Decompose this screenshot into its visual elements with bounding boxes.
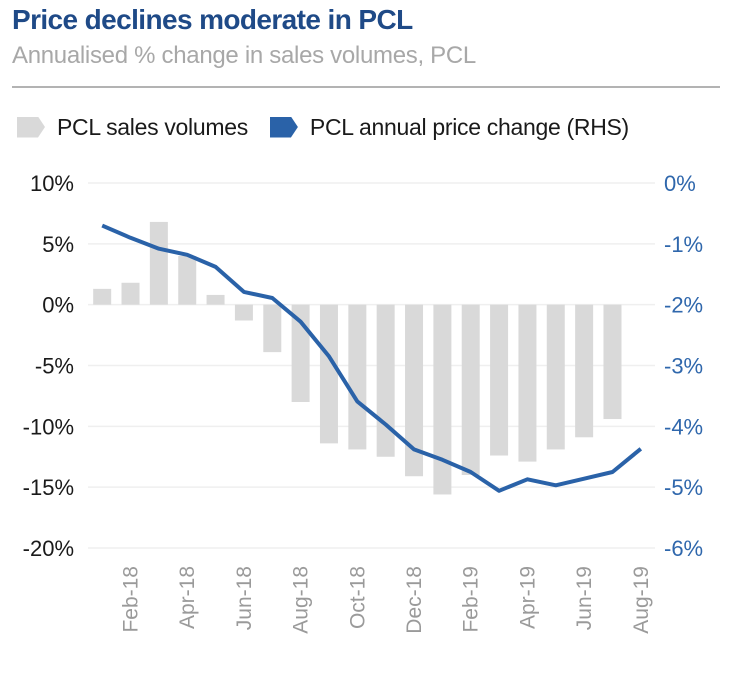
bar [206, 294, 225, 305]
x-tick-label: Feb-19 [460, 566, 483, 633]
y-tick-right-label: -4% [664, 414, 703, 439]
y-tick-left-label: -15% [23, 475, 74, 500]
right-axis-ticks: 0% -1% -2% -3% -4% -5% -6% [664, 171, 703, 561]
bar [461, 304, 480, 475]
bar [575, 304, 594, 438]
line-series-price-change [101, 223, 643, 493]
bar [518, 304, 537, 462]
x-tick-label: Aug-18 [290, 566, 313, 634]
y-tick-right-label: -1% [664, 232, 703, 257]
bar [149, 221, 168, 305]
legend: PCL sales volumes PCL annual price chang… [17, 113, 651, 141]
y-tick-right-label: -3% [664, 354, 703, 379]
x-tick-label: Dec-18 [403, 566, 426, 634]
y-tick-left-label: 0% [42, 293, 74, 318]
bar [405, 304, 424, 477]
x-tick-label: Jun-19 [573, 566, 596, 630]
bar [433, 304, 452, 495]
bar [121, 282, 140, 305]
legend-item-price-change: PCL annual price change (RHS) [269, 113, 629, 141]
bar [348, 304, 367, 450]
x-tick-label: Jun-18 [233, 566, 256, 630]
y-tick-right-label: -5% [664, 475, 703, 500]
bar [93, 288, 112, 305]
bar [263, 304, 282, 353]
title-divider [12, 86, 720, 88]
bar [376, 304, 395, 457]
y-tick-left-label: -20% [23, 536, 74, 561]
price-change-line [101, 223, 643, 493]
bar [603, 304, 622, 420]
bar-series-sales-volumes [93, 221, 622, 495]
gridlines [88, 182, 655, 549]
x-tick-label: Apr-19 [516, 566, 539, 629]
bar [490, 304, 509, 456]
x-tick-label: Apr-18 [176, 566, 199, 629]
y-tick-left-label: -10% [23, 414, 74, 439]
legend-swatch-sales-volumes [17, 116, 45, 138]
left-axis-ticks: 10% 5% 0% -5% -10% -15% -20% [23, 171, 74, 561]
x-tick-label: Feb-18 [120, 566, 143, 633]
y-tick-right-label: -6% [664, 536, 703, 561]
y-tick-left-label: 10% [30, 171, 74, 196]
bar [178, 256, 197, 305]
bar [319, 304, 338, 444]
y-tick-left-label: 5% [42, 232, 74, 257]
legend-label-sales-volumes: PCL sales volumes [57, 113, 248, 140]
bar [234, 304, 253, 321]
legend-item-sales-volumes: PCL sales volumes [17, 114, 248, 141]
bar [546, 304, 565, 450]
chart-title: Price declines moderate in PCL [12, 4, 413, 35]
y-tick-left-label: -5% [35, 354, 74, 379]
legend-label-price-change: PCL annual price change (RHS) [309, 113, 629, 140]
x-axis-ticks: Feb-18 Apr-18 Jun-18 Aug-18 Oct-18 Dec-18 Feb-… [120, 566, 653, 634]
chart-subtitle: Annualised % change in sales volumes, PC… [12, 42, 476, 69]
y-tick-right-label: -2% [664, 293, 703, 318]
legend-swatch-price-change [269, 116, 298, 138]
x-tick-label: Oct-18 [346, 566, 369, 629]
y-tick-right-label: 0% [664, 171, 696, 196]
x-tick-label: Aug-19 [630, 566, 653, 634]
